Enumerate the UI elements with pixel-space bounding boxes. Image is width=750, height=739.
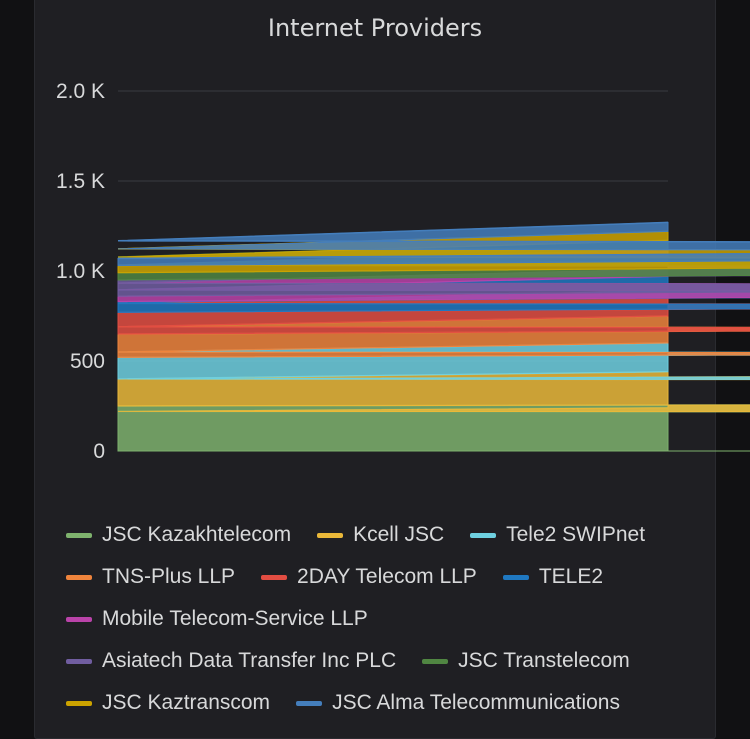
chart-legend: JSC Kazakhtelecom Kcell JSC Tele2 SWIPnet T… (66, 514, 706, 724)
legend-item[interactable]: JSC Transtelecom (422, 649, 630, 673)
legend-label: Asiatech Data Transfer Inc PLC (102, 649, 397, 672)
legend-label: JSC Alma Telecommunications (332, 691, 620, 714)
legend-label: Kcell JSC (353, 523, 445, 546)
legend-item[interactable]: JSC Kazakhtelecom (66, 523, 291, 547)
legend-swatch (66, 532, 92, 538)
legend-item[interactable]: JSC Alma Telecommunications (296, 691, 620, 715)
legend-row: TNS-Plus LLP 2DAY Telecom LLP TELE2 (66, 556, 706, 598)
legend-label: TNS-Plus LLP (102, 565, 236, 588)
legend-label: TELE2 (538, 565, 604, 588)
legend-swatch (317, 532, 344, 538)
legend-item[interactable]: Asiatech Data Transfer Inc PLC (66, 649, 396, 673)
legend-swatch (66, 616, 92, 622)
legend-label: Mobile Telecom-Service LLP (102, 607, 368, 630)
legend-label: JSC Kaztranscom (102, 691, 271, 714)
legend-row: Mobile Telecom-Service LLP (66, 598, 706, 640)
panel-title: Internet Providers (267, 14, 483, 42)
legend-row: JSC Kazakhtelecom Kcell JSC Tele2 SWIPnet (66, 514, 706, 556)
series-area-2day-telecom-llp (117, 290, 750, 335)
legend-row: JSC Kaztranscom JSC Alma Telecommunicatio… (66, 682, 706, 724)
legend-item[interactable]: 2DAY Telecom LLP (261, 565, 477, 589)
legend-label: JSC Transtelecom (458, 649, 630, 672)
series-area-kcell-jsc (117, 371, 750, 413)
y-tick-label: 500 (70, 350, 105, 373)
series-area-jsc-alma-telecommunications (117, 221, 750, 267)
legend-swatch (66, 700, 92, 706)
legend-label: JSC Kazakhtelecom (102, 523, 292, 546)
y-tick-label: 1.0 K (56, 260, 105, 283)
legend-swatch (66, 658, 92, 664)
legend-swatch (422, 658, 449, 664)
legend-item[interactable]: TNS-Plus LLP (66, 565, 235, 589)
legend-item[interactable]: Kcell JSC (317, 523, 444, 547)
legend-swatch (502, 574, 529, 580)
legend-swatch (296, 700, 323, 706)
legend-row: Asiatech Data Transfer Inc PLC JSC Transt… (66, 640, 706, 682)
legend-item[interactable]: TELE2 (502, 565, 604, 589)
legend-label: Tele2 SWIPnet (506, 523, 646, 546)
legend-item[interactable]: JSC Kaztranscom (66, 691, 270, 715)
legend-swatch (66, 574, 92, 580)
series-area-jsc-kazakhtelecom (117, 404, 750, 452)
legend-swatch (470, 532, 497, 538)
y-tick-label: 2.0 K (56, 80, 105, 103)
legend-item[interactable]: Mobile Telecom-Service LLP (66, 607, 368, 631)
legend-label: 2DAY Telecom LLP (297, 565, 477, 588)
legend-swatch (261, 574, 288, 580)
legend-item[interactable]: Tele2 SWIPnet (470, 523, 645, 547)
y-tick-label: 1.5 K (56, 170, 105, 193)
y-tick-label: 0 (93, 440, 105, 463)
